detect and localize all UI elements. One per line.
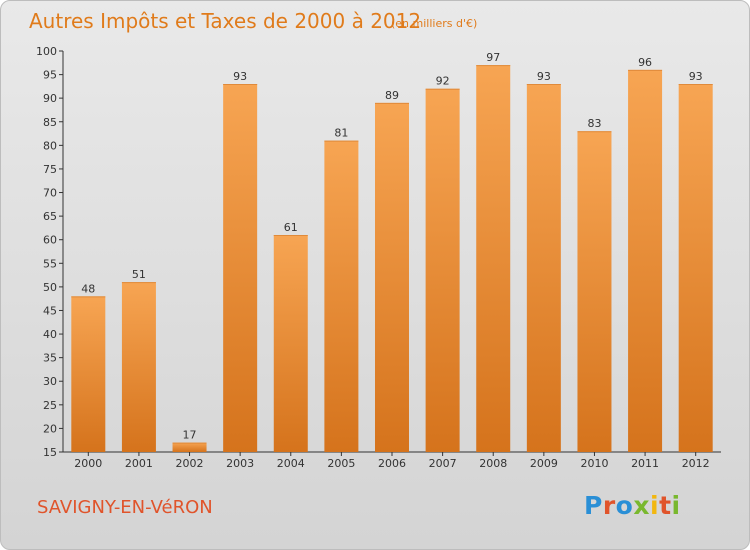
bar-2002 (172, 442, 207, 452)
y-tick-label: 20 (43, 422, 57, 435)
data-label-2008: 97 (486, 51, 500, 64)
y-tick-label: 65 (43, 210, 57, 223)
y-tick-label: 15 (43, 446, 57, 459)
bar-2004 (273, 234, 308, 452)
y-tick-label: 95 (43, 69, 57, 82)
data-label-2006: 89 (385, 89, 399, 102)
bar-2001 (121, 282, 156, 452)
bar-2011 (628, 69, 663, 452)
y-tick-label: 50 (43, 281, 57, 294)
data-label-2012: 93 (689, 70, 703, 83)
data-label-2009: 93 (537, 70, 551, 83)
bar-2003 (223, 84, 258, 452)
bar-2005 (324, 140, 359, 452)
x-tick-label-2001: 2001 (125, 457, 153, 470)
logo-letter: P (584, 491, 603, 520)
chart-unit: (en milliers d'€) (391, 17, 478, 30)
data-label-2003: 93 (233, 70, 247, 83)
y-tick-label: 25 (43, 399, 57, 412)
logo-letter: o (615, 491, 634, 520)
data-label-2001: 51 (132, 268, 146, 281)
y-tick-label: 45 (43, 304, 57, 317)
proxiti-logo[interactable]: Proxiti (584, 491, 681, 520)
logo-letter: x (633, 491, 650, 520)
x-tick-label-2012: 2012 (682, 457, 710, 470)
bar-2008 (476, 65, 511, 452)
commune-name: SAVIGNY-EN-VéRON (37, 497, 213, 518)
y-tick-label: 30 (43, 375, 57, 388)
y-tick-label: 85 (43, 116, 57, 129)
bar-2006 (375, 102, 409, 453)
y-tick-label: 35 (43, 352, 57, 365)
x-tick-label-2006: 2006 (378, 457, 406, 470)
x-tick-label-2010: 2010 (580, 457, 608, 470)
data-label-2002: 17 (183, 429, 197, 442)
data-label-2004: 61 (284, 221, 298, 234)
data-label-2010: 83 (587, 117, 601, 130)
bar-2009 (526, 84, 561, 452)
x-tick-label-2007: 2007 (429, 457, 457, 470)
data-label-2005: 81 (334, 127, 348, 140)
bar-2012 (678, 84, 713, 452)
y-tick-label: 80 (43, 139, 57, 152)
data-label-2000: 48 (81, 282, 95, 295)
x-tick-label-2000: 2000 (74, 457, 102, 470)
y-tick-label: 70 (43, 187, 57, 200)
bar-2000 (71, 296, 106, 452)
logo-letter: i (650, 491, 660, 520)
y-tick-label: 60 (43, 234, 57, 247)
x-tick-label-2009: 2009 (530, 457, 558, 470)
logo-letter: r (602, 491, 616, 520)
x-tick-label-2005: 2005 (327, 457, 355, 470)
chart-title: Autres Impôts et Taxes de 2000 à 2012 (29, 9, 422, 33)
y-tick-label: 55 (43, 257, 57, 270)
bar-2010 (577, 131, 612, 452)
y-tick-label: 75 (43, 163, 57, 176)
logo-letter: t (659, 491, 672, 520)
x-tick-label-2002: 2002 (176, 457, 204, 470)
y-tick-label: 100 (36, 45, 57, 58)
logo-letter: i (671, 491, 681, 520)
y-tick-label: 40 (43, 328, 57, 341)
x-tick-label-2003: 2003 (226, 457, 254, 470)
x-tick-label-2004: 2004 (277, 457, 305, 470)
y-tick-label: 90 (43, 92, 57, 105)
x-tick-label-2008: 2008 (479, 457, 507, 470)
bar-2007 (425, 88, 460, 452)
data-label-2007: 92 (436, 75, 450, 88)
data-label-2011: 96 (638, 56, 652, 69)
x-tick-label-2011: 2011 (631, 457, 659, 470)
